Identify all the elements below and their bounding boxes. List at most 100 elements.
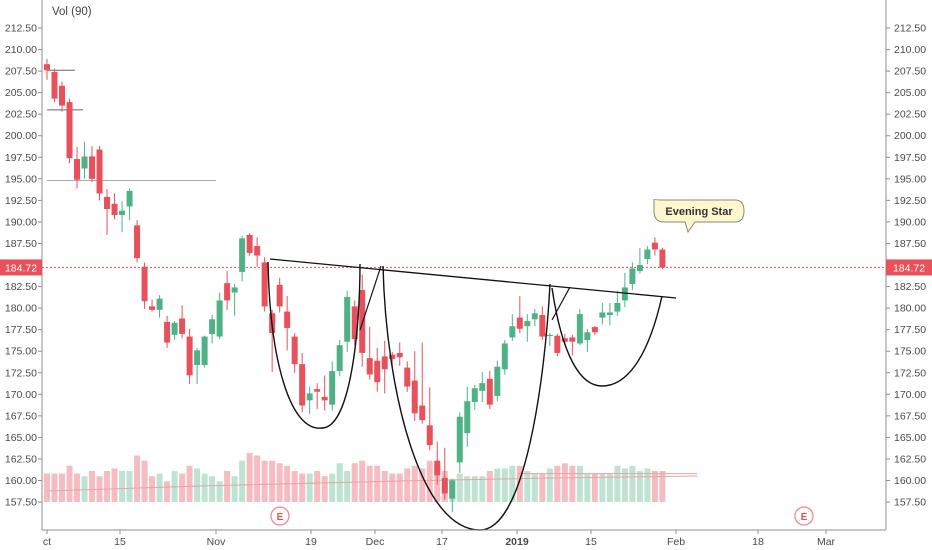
y-tick-label-left: 175.00 bbox=[5, 346, 37, 358]
candle-body bbox=[306, 393, 313, 401]
candle-body bbox=[636, 265, 643, 272]
candle[interactable] bbox=[344, 290, 351, 353]
candle[interactable] bbox=[411, 351, 418, 422]
candle[interactable] bbox=[516, 296, 523, 334]
candle[interactable] bbox=[291, 333, 298, 373]
candle[interactable] bbox=[171, 321, 178, 341]
candle-body bbox=[479, 383, 486, 391]
candle[interactable] bbox=[194, 347, 201, 384]
candle[interactable] bbox=[111, 193, 118, 220]
candle[interactable] bbox=[231, 283, 238, 316]
candle[interactable] bbox=[51, 68, 58, 103]
candle[interactable] bbox=[201, 335, 208, 368]
candle[interactable] bbox=[261, 257, 268, 312]
y-tick-label-right: 190.00 bbox=[894, 216, 926, 228]
x-tick-label: Feb bbox=[667, 536, 685, 548]
candle[interactable] bbox=[644, 246, 651, 265]
candle[interactable] bbox=[216, 292, 223, 340]
candle[interactable] bbox=[576, 308, 583, 346]
candle[interactable] bbox=[224, 271, 231, 310]
candle[interactable] bbox=[599, 302, 606, 325]
candle[interactable] bbox=[336, 340, 343, 377]
candle[interactable] bbox=[486, 371, 493, 409]
candle[interactable] bbox=[246, 233, 253, 256]
candle[interactable] bbox=[374, 347, 381, 392]
candle[interactable] bbox=[314, 383, 321, 409]
candle[interactable] bbox=[419, 342, 426, 424]
candles[interactable] bbox=[44, 59, 666, 513]
candle[interactable] bbox=[584, 328, 591, 353]
candle[interactable] bbox=[306, 386, 313, 415]
candle[interactable] bbox=[456, 412, 463, 473]
candle[interactable] bbox=[606, 302, 613, 326]
candle[interactable] bbox=[329, 361, 336, 411]
candle[interactable] bbox=[366, 327, 373, 380]
candle[interactable] bbox=[501, 340, 508, 375]
y-tick-label-left: 182.50 bbox=[5, 281, 37, 293]
candle[interactable] bbox=[74, 146, 81, 189]
candle[interactable] bbox=[104, 189, 111, 235]
volume-bar bbox=[149, 476, 156, 502]
candle[interactable] bbox=[621, 272, 628, 308]
candle[interactable] bbox=[209, 315, 216, 344]
candle[interactable] bbox=[59, 81, 66, 112]
candle[interactable] bbox=[509, 314, 516, 341]
callout-bubble bbox=[653, 198, 745, 234]
candle[interactable] bbox=[81, 141, 88, 179]
candle-body bbox=[614, 302, 621, 312]
candle[interactable] bbox=[126, 188, 133, 221]
candle[interactable] bbox=[591, 326, 598, 335]
volume-bar bbox=[629, 465, 636, 502]
candle-body bbox=[329, 371, 336, 405]
candle[interactable] bbox=[254, 237, 261, 267]
candle[interactable] bbox=[284, 296, 291, 351]
candle[interactable] bbox=[441, 447, 448, 500]
candle[interactable] bbox=[179, 305, 186, 339]
candle[interactable] bbox=[546, 333, 553, 347]
candle[interactable] bbox=[629, 262, 636, 291]
candle[interactable] bbox=[449, 478, 456, 513]
candle[interactable] bbox=[464, 386, 471, 447]
candle[interactable] bbox=[276, 277, 283, 313]
candle[interactable] bbox=[89, 146, 96, 183]
candle[interactable] bbox=[426, 387, 433, 451]
candle[interactable] bbox=[524, 314, 531, 342]
candle[interactable] bbox=[539, 306, 546, 341]
candle[interactable] bbox=[531, 308, 538, 327]
volume-bar bbox=[239, 460, 246, 502]
candle[interactable] bbox=[44, 59, 50, 80]
candle[interactable] bbox=[134, 220, 141, 263]
candle[interactable] bbox=[494, 360, 501, 402]
candle[interactable] bbox=[396, 342, 403, 366]
candle[interactable] bbox=[66, 98, 73, 164]
candle[interactable] bbox=[321, 375, 328, 411]
candle[interactable] bbox=[614, 290, 621, 316]
candle[interactable] bbox=[164, 315, 171, 348]
candle[interactable] bbox=[404, 361, 411, 392]
candle[interactable] bbox=[141, 262, 148, 309]
candle[interactable] bbox=[381, 340, 388, 394]
candle-body bbox=[569, 337, 576, 342]
candle[interactable] bbox=[156, 295, 163, 318]
candle[interactable] bbox=[569, 334, 576, 356]
candle[interactable] bbox=[471, 384, 478, 410]
earnings-marker-label: E bbox=[277, 512, 284, 523]
candle[interactable] bbox=[434, 441, 441, 485]
candle-body bbox=[606, 312, 613, 316]
candle[interactable] bbox=[479, 371, 486, 403]
candle[interactable] bbox=[659, 247, 666, 270]
volume-bar bbox=[471, 476, 478, 502]
candle[interactable] bbox=[299, 352, 306, 413]
candle[interactable] bbox=[554, 333, 561, 357]
candle[interactable] bbox=[96, 146, 103, 201]
candle-body bbox=[419, 405, 426, 421]
candle[interactable] bbox=[119, 201, 126, 233]
candle[interactable] bbox=[186, 328, 193, 384]
candle[interactable] bbox=[636, 247, 643, 274]
candle-body bbox=[561, 338, 568, 342]
candle[interactable] bbox=[149, 299, 156, 312]
candle[interactable] bbox=[239, 235, 246, 282]
candle[interactable] bbox=[351, 300, 358, 346]
candle[interactable] bbox=[651, 237, 658, 256]
